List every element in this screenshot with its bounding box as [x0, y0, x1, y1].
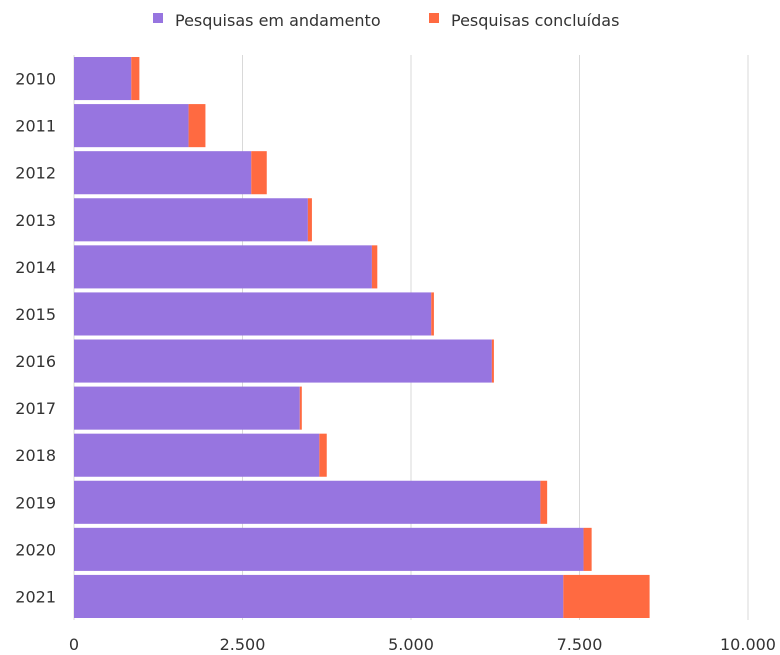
- y-tick-label: 2017: [15, 399, 56, 418]
- legend-swatch-concluidas: [429, 13, 439, 23]
- y-axis-labels: 2010 2011 2012 2013 2014 2015 2016 2017 2018 2019…: [15, 70, 56, 607]
- x-tick-label: 5.000: [388, 635, 434, 654]
- y-tick-label: 2020: [15, 540, 56, 559]
- bar-andamento-2016: [74, 339, 492, 383]
- bar-andamento-2012: [74, 151, 252, 195]
- legend-label-andamento: Pesquisas em andamento: [175, 11, 381, 30]
- bar-andamento-2015: [74, 292, 432, 336]
- bar-andamento-2020: [74, 527, 584, 571]
- y-tick-label: 2018: [15, 446, 56, 465]
- legend-swatch-andamento: [153, 13, 163, 23]
- gridlines: [73, 55, 749, 620]
- y-tick-label: 2019: [15, 493, 56, 512]
- bar-concluidas-2013: [307, 198, 312, 242]
- bar-concluidas-2010: [131, 57, 140, 101]
- x-axis-labels: 0 2.500 5.000 7.500 10.000: [69, 635, 776, 654]
- bar-andamento-2019: [74, 480, 541, 524]
- bar-andamento-2017: [74, 386, 300, 430]
- bar-concluidas-2012: [251, 151, 267, 195]
- bar-concluidas-2018: [319, 433, 327, 477]
- bar-andamento-2014: [74, 245, 372, 289]
- y-tick-label: 2012: [15, 164, 56, 183]
- y-tick-label: 2014: [15, 258, 56, 277]
- x-tick-label: 2.500: [220, 635, 266, 654]
- y-tick-label: 2013: [15, 211, 56, 230]
- x-tick-label: 10.000: [720, 635, 776, 654]
- bar-andamento-2011: [74, 104, 189, 148]
- legend: Pesquisas em andamento Pesquisas concluí…: [153, 11, 619, 30]
- bar-concluidas-2015: [431, 292, 434, 336]
- bar-andamento-2018: [74, 433, 320, 477]
- y-tick-label: 2010: [15, 70, 56, 89]
- y-tick-label: 2011: [15, 117, 56, 136]
- y-tick-label: 2021: [15, 587, 56, 606]
- bar-concluidas-2014: [371, 245, 378, 289]
- bar-concluidas-2017: [299, 386, 302, 430]
- bar-andamento-2010: [74, 57, 132, 101]
- legend-label-concluidas: Pesquisas concluídas: [451, 11, 619, 30]
- bar-andamento-2013: [74, 198, 308, 242]
- bar-concluidas-2019: [540, 480, 548, 524]
- bar-concluidas-2011: [188, 104, 206, 148]
- bar-concluidas-2020: [583, 527, 592, 571]
- bars: [74, 57, 650, 618]
- bar-concluidas-2021: [563, 574, 650, 618]
- y-tick-label: 2015: [15, 305, 56, 324]
- bar-andamento-2021: [74, 574, 564, 618]
- x-tick-label: 0: [69, 635, 79, 654]
- bar-concluidas-2016: [491, 339, 494, 383]
- y-tick-label: 2016: [15, 352, 56, 371]
- x-tick-label: 7.500: [557, 635, 603, 654]
